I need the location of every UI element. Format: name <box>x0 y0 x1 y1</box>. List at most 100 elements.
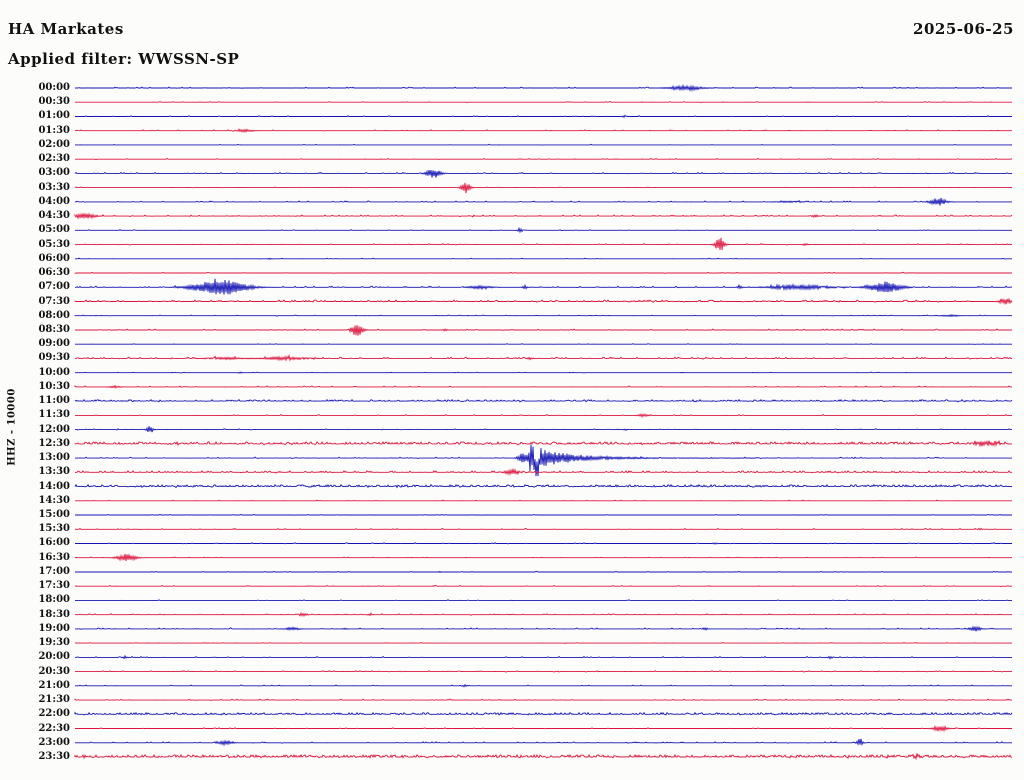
row-time-label: 12:00 <box>38 423 70 435</box>
row-time-label: 18:30 <box>38 608 70 620</box>
applied-filter-label: Applied filter: WWSSN-SP <box>8 50 240 68</box>
trace-row-2000 <box>75 654 1012 660</box>
row-time-label: 06:00 <box>38 252 70 264</box>
row-time-label: 05:30 <box>38 238 70 250</box>
trace-row-0230 <box>75 157 1013 161</box>
row-time-label: 17:00 <box>38 565 70 577</box>
trace-row-0000 <box>75 83 1012 92</box>
row-time-label: 00:30 <box>38 96 70 108</box>
row-time-label: 23:00 <box>38 736 70 748</box>
row-time-label: 10:30 <box>38 380 70 392</box>
trace-row-1200 <box>75 426 1012 433</box>
row-time-label: 08:00 <box>38 309 70 321</box>
trace-row-1230 <box>74 439 1012 448</box>
trace-row-0500 <box>75 226 1012 234</box>
row-time-label: 16:00 <box>38 537 70 549</box>
trace-row-0630 <box>74 271 1012 274</box>
trace-row-0300 <box>74 169 1012 178</box>
trace-row-1300 <box>75 444 1012 477</box>
row-time-label: 21:00 <box>38 679 70 691</box>
trace-row-1730 <box>74 584 1012 587</box>
trace-row-2200 <box>74 711 1013 716</box>
trace-row-0930 <box>75 354 1012 362</box>
row-time-label: 11:30 <box>38 409 70 421</box>
row-time-label: 16:30 <box>38 551 70 563</box>
trace-row-0800 <box>74 313 1012 318</box>
trace-row-1130 <box>75 413 1012 419</box>
row-time-label: 09:00 <box>38 338 70 350</box>
row-time-label: 14:00 <box>38 480 70 492</box>
trace-row-1630 <box>74 553 1013 562</box>
row-time-label: 11:00 <box>38 395 70 407</box>
trace-row-0430 <box>74 212 1013 220</box>
row-time-label: 02:30 <box>38 153 70 165</box>
row-time-label: 13:30 <box>38 466 70 478</box>
row-time-label: 07:30 <box>38 295 70 307</box>
trace-row-1500 <box>75 513 1012 516</box>
trace-row-1000 <box>75 371 1012 374</box>
row-time-label: 00:00 <box>38 82 70 93</box>
row-time-label: 18:00 <box>38 594 70 606</box>
row-time-label: 08:30 <box>38 323 70 335</box>
trace-row-0330 <box>74 182 1012 194</box>
trace-row-2330 <box>74 753 1013 761</box>
trace-row-1800 <box>75 599 1012 602</box>
row-time-label: 02:00 <box>38 138 70 150</box>
trace-row-1830 <box>75 611 1012 618</box>
trace-row-0700 <box>75 278 1013 295</box>
trace-row-0400 <box>75 197 1012 206</box>
row-time-label: 05:00 <box>38 224 70 236</box>
row-time-label: 17:30 <box>38 580 70 592</box>
date-label: 2025-06-25 <box>913 20 1014 38</box>
row-time-label: 10:00 <box>38 366 70 378</box>
row-time-label: 03:00 <box>38 167 70 179</box>
row-time-label: 15:00 <box>38 509 70 521</box>
trace-row-1530 <box>74 527 1012 531</box>
row-time-label: 21:30 <box>38 694 70 706</box>
row-time-label: 22:30 <box>38 722 70 734</box>
trace-row-1930 <box>74 641 1012 644</box>
row-time-label: 19:00 <box>38 622 70 634</box>
trace-row-1330 <box>74 468 1012 476</box>
row-time-label: 20:30 <box>38 665 70 677</box>
row-time-label: 06:30 <box>38 267 70 279</box>
trace-row-0030 <box>75 100 1012 103</box>
row-time-label: 04:00 <box>38 195 70 207</box>
row-time-label: 01:30 <box>38 124 70 136</box>
trace-row-1030 <box>74 384 1012 389</box>
row-time-label: 09:30 <box>38 352 70 364</box>
trace-row-2100 <box>75 683 1012 688</box>
trace-row-0830 <box>75 325 1012 336</box>
trace-row-1400 <box>74 483 1012 489</box>
trace-row-2030 <box>75 669 1013 673</box>
row-time-label: 12:30 <box>38 437 70 449</box>
trace-row-2230 <box>75 724 1012 733</box>
trace-row-1900 <box>75 625 1012 632</box>
row-time-label: 14:30 <box>38 494 70 506</box>
trace-row-0200 <box>75 143 1013 146</box>
trace-row-1100 <box>74 398 1013 403</box>
row-time-label: 01:00 <box>38 110 70 122</box>
row-time-label: 19:30 <box>38 637 70 649</box>
trace-row-0130 <box>75 128 1012 133</box>
row-time-label: 23:30 <box>38 750 70 762</box>
row-time-label: 20:00 <box>38 651 70 663</box>
row-time-label: 03:30 <box>38 181 70 193</box>
trace-row-0100 <box>75 114 1012 119</box>
trace-row-0730 <box>74 297 1013 305</box>
trace-row-0600 <box>75 257 1012 261</box>
trace-row-1700 <box>75 570 1012 574</box>
trace-row-2300 <box>75 738 1012 747</box>
trace-row-0900 <box>75 343 1012 345</box>
trace-row-1430 <box>75 499 1012 502</box>
row-time-label: 22:00 <box>38 708 70 720</box>
trace-row-0530 <box>74 237 1012 251</box>
row-time-label: 15:30 <box>38 523 70 535</box>
trace-row-2130 <box>74 698 1012 701</box>
row-time-label: 07:00 <box>38 281 70 293</box>
trace-row-1600 <box>75 542 1012 545</box>
row-time-label: 13:00 <box>38 452 70 464</box>
row-time-label: 04:30 <box>38 210 70 222</box>
station-title: HA Markates <box>8 20 124 38</box>
